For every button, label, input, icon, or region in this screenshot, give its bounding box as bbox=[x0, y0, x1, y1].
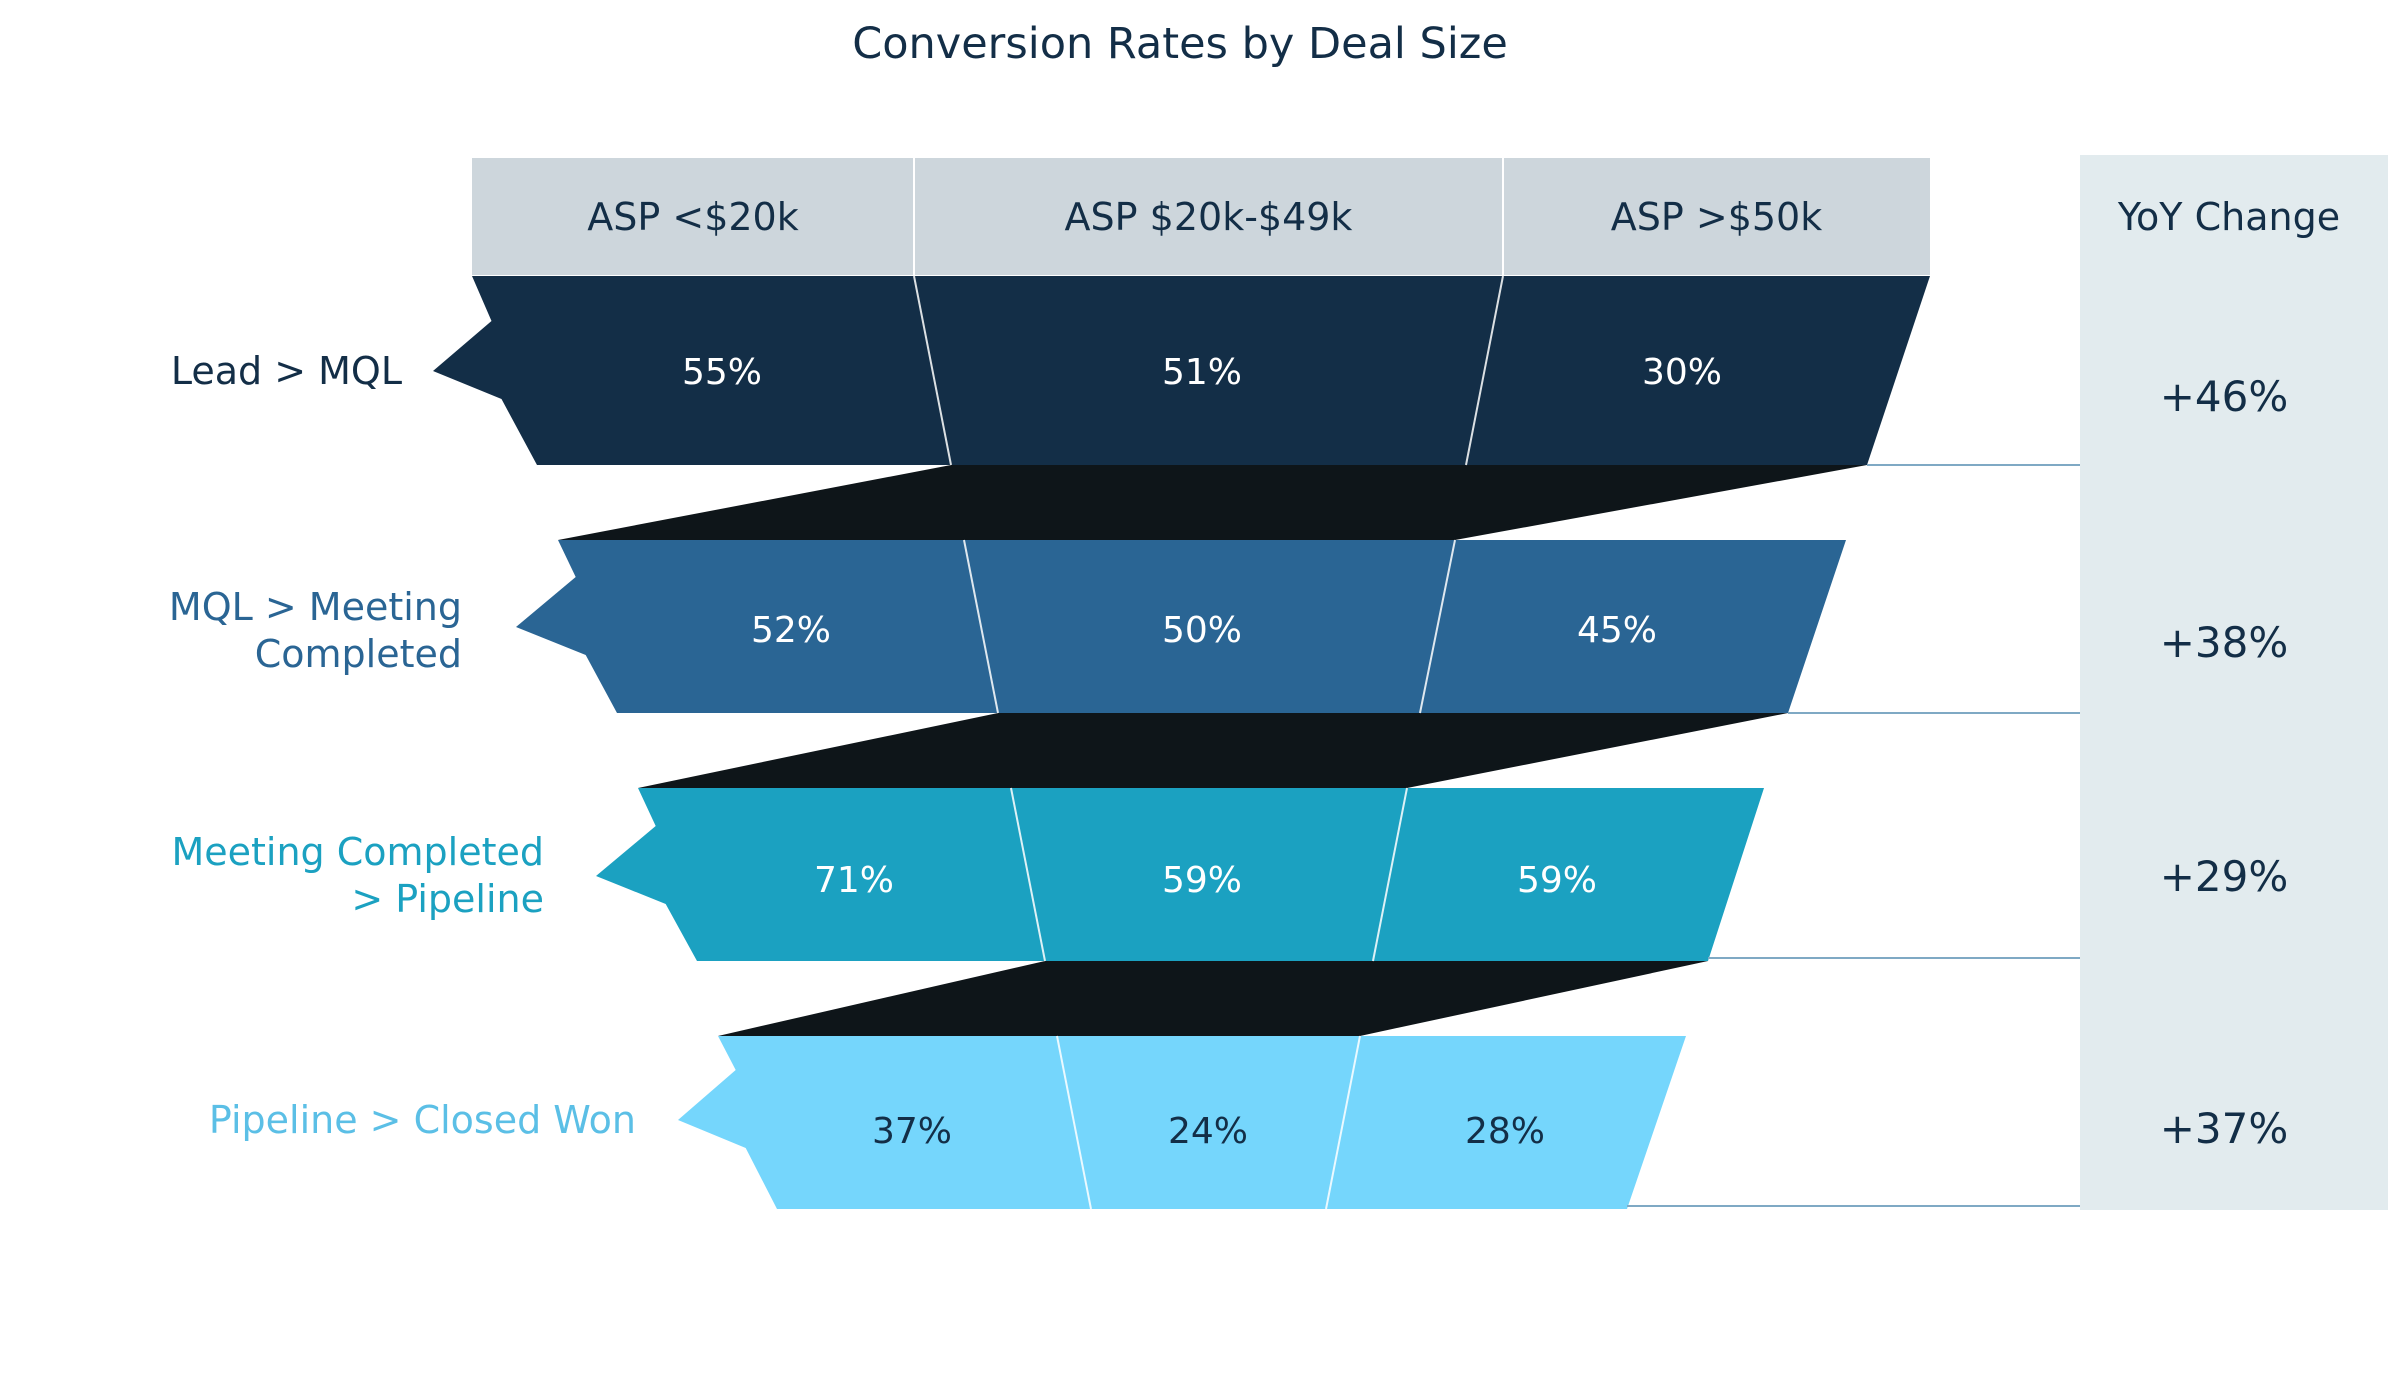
funnel-cell-value: 55% bbox=[682, 352, 762, 393]
chart-title: Conversion Rates by Deal Size bbox=[852, 19, 1508, 69]
funnel-cell-value: 51% bbox=[1162, 352, 1242, 393]
funnel-cell-value: 28% bbox=[1465, 1111, 1545, 1152]
yoy-value: +29% bbox=[2160, 852, 2289, 901]
column-header-band bbox=[472, 158, 1930, 275]
funnel-cell-value: 71% bbox=[814, 860, 894, 901]
column-header-label: ASP $20k-$49k bbox=[1065, 195, 1353, 239]
funnel-cell-value: 37% bbox=[872, 1111, 952, 1152]
yoy-value: +38% bbox=[2160, 618, 2289, 667]
yoy-value: +46% bbox=[2160, 372, 2289, 421]
funnel-cell-value: 59% bbox=[1162, 860, 1242, 901]
funnel-cell-divider bbox=[1325, 1035, 1361, 1210]
column-header-label: ASP >$50k bbox=[1611, 195, 1823, 239]
funnel-connector bbox=[718, 961, 1708, 1036]
column-header-label: ASP <$20k bbox=[587, 195, 799, 239]
funnel-cell-value: 50% bbox=[1162, 610, 1242, 651]
funnel-cell-value: 30% bbox=[1642, 352, 1722, 393]
funnel-cell-divider bbox=[1419, 539, 1456, 714]
funnel-cell-divider bbox=[1372, 787, 1408, 962]
funnel-cell-divider bbox=[1010, 787, 1046, 962]
funnel-cell-divider bbox=[1465, 275, 1504, 466]
funnel-row-band bbox=[596, 788, 1764, 961]
stage-label: Completed bbox=[255, 632, 462, 676]
funnel-cell-value: 59% bbox=[1517, 860, 1597, 901]
stage-label: Pipeline > Closed Won bbox=[209, 1098, 636, 1142]
funnel-cell-divider bbox=[913, 275, 952, 466]
funnel-row-band bbox=[516, 540, 1846, 713]
yoy-value: +37% bbox=[2160, 1104, 2289, 1153]
funnel-connector bbox=[558, 465, 1867, 540]
funnel-row-band bbox=[433, 276, 1930, 465]
stage-label: > Pipeline bbox=[351, 877, 544, 921]
funnel-cell-divider bbox=[963, 539, 999, 714]
stage-label: MQL > Meeting bbox=[169, 585, 462, 629]
funnel-cell-value: 24% bbox=[1168, 1111, 1248, 1152]
funnel-connector bbox=[638, 713, 1788, 788]
funnel-cell-value: 52% bbox=[751, 610, 831, 651]
stage-label: Meeting Completed bbox=[171, 830, 544, 874]
funnel-row-band bbox=[678, 1036, 1686, 1209]
funnel-cell-divider bbox=[1056, 1035, 1092, 1210]
yoy-header: YoY Change bbox=[2117, 195, 2340, 239]
funnel-cell-value: 45% bbox=[1577, 610, 1657, 651]
stage-label: Lead > MQL bbox=[171, 349, 402, 393]
yoy-panel bbox=[2080, 155, 2388, 1210]
